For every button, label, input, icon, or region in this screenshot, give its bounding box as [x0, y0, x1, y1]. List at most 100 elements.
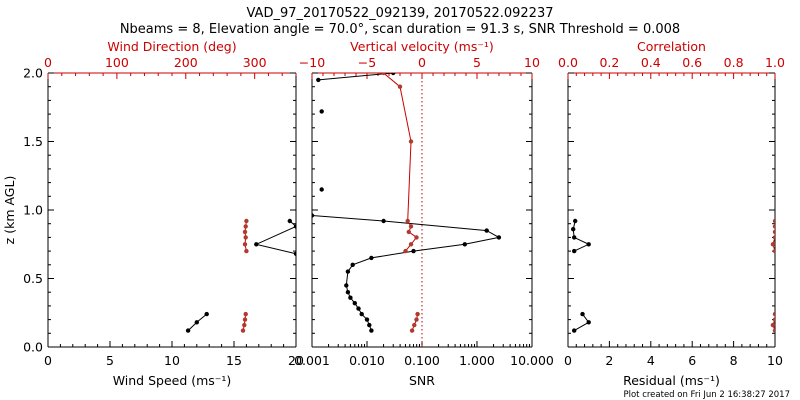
data-point-red: [770, 322, 775, 328]
data-point-black: [345, 290, 351, 295]
series-line-red: [411, 314, 419, 331]
data-point-black: [369, 255, 374, 261]
figure-subtitle: Nbeams = 8, Elevation angle = 70.0°, sca…: [120, 22, 680, 37]
series-group: [185, 218, 296, 333]
data-point-black: [312, 213, 315, 218]
data-point-red: [406, 229, 411, 235]
y-tick-label: 1.0: [23, 203, 43, 218]
data-point-red: [770, 242, 775, 247]
data-point-red: [408, 139, 414, 144]
x-axis-label-bottom: SNR: [409, 373, 435, 388]
data-point-black: [586, 242, 591, 247]
data-point-black: [344, 283, 349, 288]
data-point-black: [462, 242, 467, 247]
x-tick-label-bottom: 1.000: [459, 353, 495, 368]
x-tick-label-bottom: 10: [767, 353, 783, 368]
x-axis-label-top: Vertical velocity (ms⁻¹): [350, 39, 494, 54]
data-point-black: [350, 262, 355, 267]
data-point-red: [397, 84, 403, 89]
x-tick-label-bottom: 0.100: [404, 353, 440, 368]
x-axis-label-top: Correlation: [637, 39, 706, 54]
x-tick-label-top: 10: [524, 55, 540, 70]
data-point-black: [364, 317, 370, 322]
data-point-red: [242, 242, 248, 247]
data-point-red: [240, 328, 246, 333]
data-point-black: [571, 227, 576, 232]
x-tick-label-bottom: 2: [605, 353, 613, 368]
data-point-black: [484, 228, 489, 233]
series-group: [571, 218, 775, 333]
data-point-black: [391, 73, 396, 76]
data-point-black: [356, 306, 361, 311]
x-tick-label-top: 5: [473, 55, 481, 70]
data-point-black: [204, 311, 209, 317]
data-point-black: [411, 248, 416, 254]
data-point-black: [185, 328, 191, 333]
y-tick-label: 0.0: [23, 340, 43, 355]
data-point-red: [772, 235, 775, 240]
panel-residual: 0 2 4 6 8 10 0.0 0.2 0.4 0.6 0.8 1.0 Residual (ms⁻¹)…: [558, 39, 785, 388]
data-point-red: [772, 218, 775, 224]
data-point-red: [243, 224, 248, 229]
x-tick-label-top: −5: [358, 55, 376, 70]
x-tick-label-bottom: 6: [688, 353, 696, 368]
data-point-red: [381, 73, 386, 76]
data-point-black: [345, 269, 351, 274]
data-point-red: [415, 311, 420, 317]
data-point-red: [772, 224, 775, 229]
series-line-black: [254, 220, 296, 255]
x-tick-label-bottom: 0: [564, 353, 572, 368]
x-tick-label-top: 0.2: [599, 55, 619, 70]
x-tick-label-top: 0.8: [724, 55, 744, 70]
x-tick-label-top: 0.6: [682, 55, 702, 70]
data-point-red: [772, 311, 775, 317]
panels-group: 0.00.51.01.52.0z (km AGL)0 5 10 15 200 100 200…: [2, 39, 785, 388]
data-point-black: [496, 235, 502, 240]
data-point-red: [772, 317, 775, 322]
data-point-black: [316, 77, 321, 83]
x-tick-label-bottom: 4: [647, 353, 655, 368]
data-point-red: [244, 218, 249, 224]
panel-wind: 0.00.51.01.52.0z (km AGL)0 5 10 15 200 100 200…: [2, 39, 304, 388]
data-point-red: [409, 328, 415, 333]
data-point-red: [243, 311, 248, 317]
data-point-red: [408, 224, 414, 229]
data-point-black: [573, 218, 578, 224]
panel-snr: 0.001 0.010 0.100 1.000 10.000 −10 −5 0 5 10 SNR Ve…: [294, 39, 554, 388]
data-point-red: [242, 229, 248, 235]
data-point-red: [414, 317, 419, 322]
data-point-black: [254, 242, 259, 247]
x-axis-label-bottom: Residual (ms⁻¹): [623, 373, 720, 388]
data-point-black: [369, 328, 374, 333]
series-line-red: [772, 314, 775, 331]
data-point-black: [586, 320, 591, 325]
x-tick-label-bottom: 8: [730, 353, 738, 368]
data-point-red: [772, 248, 775, 254]
series-line-black: [312, 215, 501, 331]
x-tick-label-bottom: 5: [106, 353, 114, 368]
y-tick-label: 0.5: [23, 271, 43, 286]
x-tick-label-bottom: 15: [226, 353, 242, 368]
y-axis-label: z (km AGL): [2, 176, 17, 245]
x-tick-label-top: 200: [174, 55, 198, 70]
data-point-red: [244, 248, 249, 254]
data-point-red: [772, 229, 775, 235]
x-tick-label-bottom: 20: [288, 353, 304, 368]
x-tick-label-top: 0.0: [558, 55, 578, 70]
series-line-red: [242, 314, 247, 331]
data-point-black: [287, 218, 292, 224]
data-point-black: [359, 311, 364, 317]
x-tick-label-top: −10: [299, 55, 325, 70]
x-tick-label-bottom: 0.001: [294, 353, 330, 368]
data-point-black: [381, 218, 386, 224]
data-point-black: [348, 295, 353, 300]
x-tick-label-top: 0: [418, 55, 426, 70]
figure-title: VAD_97_20170522_092139, 20170522.092237: [247, 6, 554, 21]
x-tick-label-bottom: 10: [164, 353, 180, 368]
plot-footer: Plot created on Fri Jun 2 16:38:27 2017: [623, 390, 790, 400]
data-point-red: [242, 317, 248, 322]
data-point-red: [242, 322, 247, 328]
data-point-black: [194, 320, 199, 325]
data-point-black: [580, 311, 585, 317]
y-tick-label: 2.0: [23, 66, 43, 81]
